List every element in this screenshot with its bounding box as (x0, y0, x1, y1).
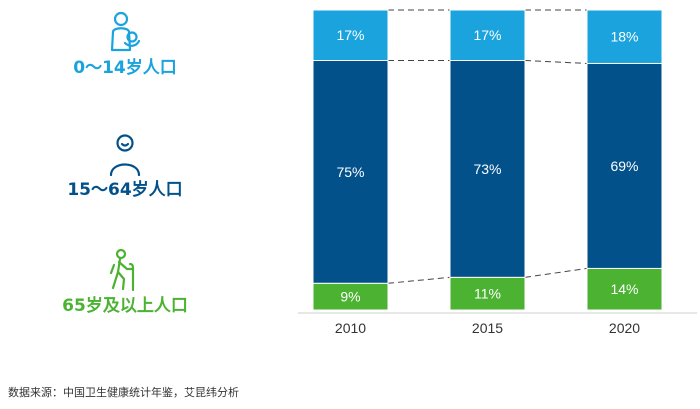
x-tick-label-2015: 2015 (472, 320, 503, 336)
legend-label-elderly: 65岁及以上人口 (62, 296, 188, 316)
person-icon (109, 134, 141, 177)
legend-label-working: 15～64岁人口 (67, 180, 183, 200)
value-label-young-2015: 17% (473, 27, 501, 43)
bar-working-2020 (586, 62, 663, 269)
x-tick-label-2020: 2020 (609, 320, 640, 336)
x-tick-label-2010: 2010 (335, 320, 366, 336)
connector-line (524, 267, 588, 278)
legend-working: 15～64岁人口 (0, 132, 250, 200)
bar-elderly-2010 (312, 282, 389, 311)
bar-working-2010 (312, 59, 389, 284)
value-label-working-2020: 69% (610, 158, 638, 174)
legend-elderly: 65岁及以上人口 (0, 248, 250, 316)
value-label-young-2020: 18% (610, 29, 638, 45)
bar-elderly-2020 (586, 267, 663, 311)
bar-working-2015 (449, 59, 526, 278)
value-label-elderly-2010: 9% (340, 289, 360, 305)
legend-young: 0～14岁人口 (0, 10, 250, 78)
mother-baby-icon (110, 11, 141, 52)
source-note: 数据来源：中国卫生健康统计年鉴，艾昆纬分析 (8, 386, 239, 399)
connector-line (387, 276, 451, 284)
value-label-working-2010: 75% (336, 164, 364, 180)
elderly-cane-icon (109, 248, 135, 292)
value-label-elderly-2020: 14% (610, 281, 638, 297)
bar-elderly-2015 (449, 276, 526, 311)
bar-young-2015 (449, 9, 526, 61)
bar-young-2020 (586, 9, 663, 64)
value-label-working-2015: 73% (473, 161, 501, 177)
value-label-young-2010: 17% (336, 27, 364, 43)
bar-young-2010 (312, 9, 389, 61)
legend-label-young: 0～14岁人口 (73, 58, 177, 78)
connector-line (524, 59, 588, 64)
value-label-elderly-2015: 11% (474, 286, 501, 302)
